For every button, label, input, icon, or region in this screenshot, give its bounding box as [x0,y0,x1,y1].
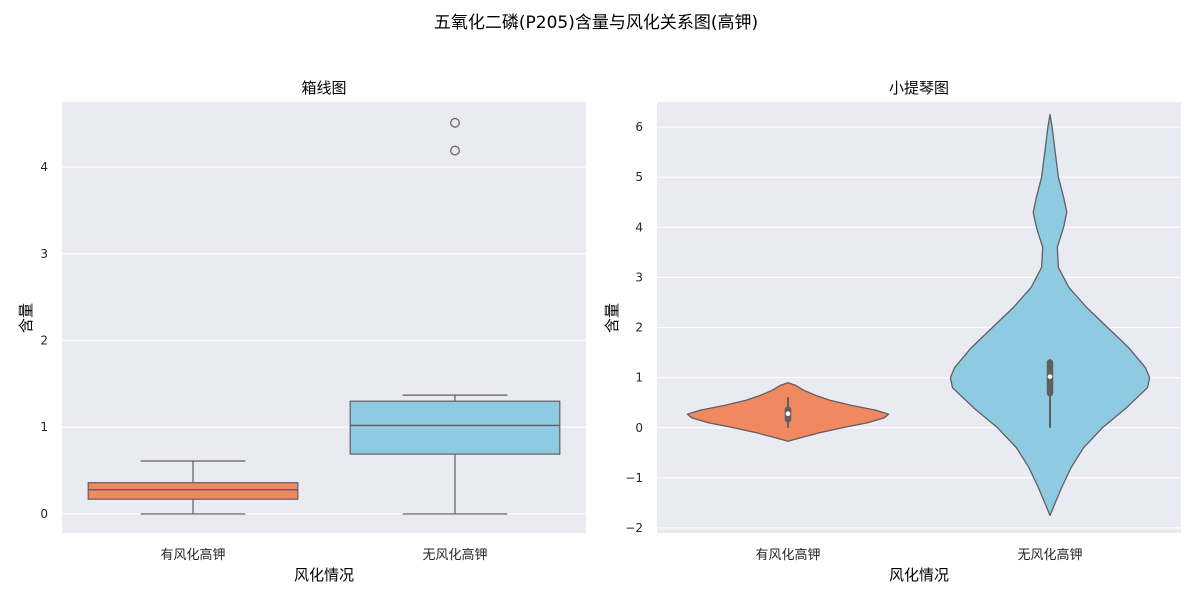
violin-1 [686,382,890,442]
x-tick-label: 有风化高钾 [160,547,225,563]
y-tick-label: 0 [40,507,48,521]
y-tick-label: 2 [40,333,48,347]
violin-plot-area [657,102,1181,533]
y-tick-label: 4 [40,160,48,174]
y-tick-label: 3 [40,247,48,261]
box-iqr [87,482,299,500]
y-tick-label: 1 [40,420,48,434]
box-plot-y-axis-label: 含量 [17,303,35,333]
y-tick-label: −2 [625,521,643,535]
x-tick-label: 无风化高钾 [422,547,487,563]
box-iqr [349,400,561,455]
violin-plot-title: 小提琴图 [889,79,949,97]
outlier-point [450,145,460,156]
box-2 [349,117,561,515]
violin-plot-y-axis-label: 含量 [603,303,621,333]
x-tick-label: 有风化高钾 [755,547,820,563]
y-tick-label: 2 [635,321,643,335]
box-plot-title: 箱线图 [301,79,346,97]
box-plot-x-axis-label: 风化情况 [294,566,354,584]
violin-median-dot [1047,374,1053,379]
figure-suptitle: 五氧化二磷(P205)含量与风化关系图(高钾) [434,13,758,33]
box-plot-marks [87,117,561,515]
violin-plot-x-ticks: 有风化高钾 无风化高钾 [755,547,1082,563]
y-tick-label: 3 [635,270,643,284]
violin-2 [949,113,1151,517]
box-plot-x-ticks: 有风化高钾 无风化高钾 [160,547,487,563]
violin-body [949,113,1151,517]
box-1 [87,460,299,515]
x-tick-label: 无风化高钾 [1017,547,1082,563]
violin-plot-panel: 小提琴图 −2 −1 0 1 2 3 4 5 6 有风化高钾 无风化高钾 风化情况 含量 [603,79,1181,584]
y-tick-label: 4 [635,220,643,234]
violin-median-dot [785,411,791,417]
box-plot-panel: 箱线图 0 1 2 3 4 有风化高钾 无风化高钾 风化情况 含量 [17,79,586,584]
outlier-point [450,117,460,128]
violin-plot-x-axis-label: 风化情况 [889,566,949,584]
y-tick-label: 1 [635,371,643,385]
violin-plot-marks [686,113,1151,517]
y-tick-label: 6 [635,120,643,134]
y-tick-label: 0 [635,421,643,435]
y-tick-label: 5 [635,170,643,184]
violin-plot-y-ticks: −2 −1 0 1 2 3 4 5 6 [625,120,643,535]
box-plot-y-ticks: 0 1 2 3 4 [40,160,48,521]
y-tick-label: −1 [625,471,643,485]
